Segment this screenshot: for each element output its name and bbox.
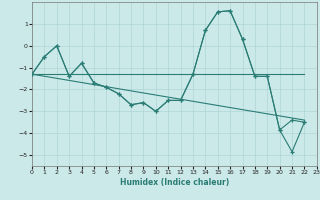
X-axis label: Humidex (Indice chaleur): Humidex (Indice chaleur) — [120, 178, 229, 187]
